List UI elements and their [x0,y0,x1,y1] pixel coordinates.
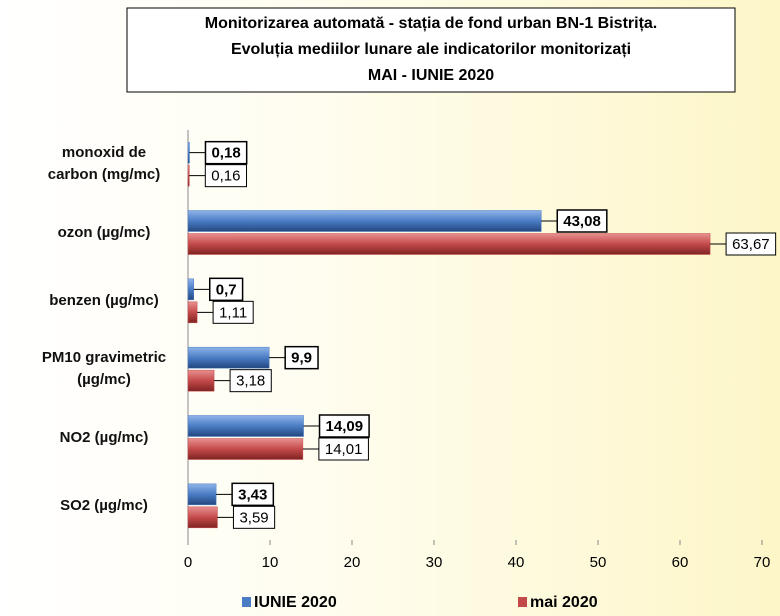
bar [187,233,711,255]
y-tick-label: ozon (µg/mc) [57,223,151,241]
bar [187,278,194,301]
x-tick-label: 60 [672,554,689,571]
value-label-box [212,300,254,324]
value-label: 0,7 [216,281,237,298]
bar [187,141,190,164]
value-label: 14,01 [325,441,363,458]
value-label-box [284,345,319,370]
y-tick-label: monoxid de carbon (mg/mc) [47,144,161,184]
legend-swatch [242,597,251,607]
bar [187,164,190,187]
x-tick-label: 10 [262,554,279,571]
bar [187,369,215,392]
value-label-box [208,277,244,302]
x-tick-label: 40 [508,554,525,571]
value-label-box [318,414,370,438]
bar [187,346,270,369]
bar [187,210,542,232]
value-label-box [725,232,777,256]
legend-swatch [518,597,527,607]
value-label: 9,9 [291,350,312,367]
x-tick-label: 70 [754,554,771,571]
value-label-box [204,140,248,165]
legend-label: IUNIE 2020 [254,594,337,611]
value-label: 0,18 [211,145,240,162]
value-label-box [318,437,369,461]
y-tick-label: PM10 gravimetric (µg/mc) [41,349,167,389]
value-label: 3,43 [238,486,267,503]
legend-label: mai 2020 [530,594,598,611]
value-label-box [229,369,272,393]
chart-title: MAI - IUNIE 2020 [368,67,494,84]
bar [187,483,217,506]
bar [187,301,198,324]
value-label: 3,18 [236,373,265,390]
value-label: 1,11 [219,304,247,321]
value-label-box [231,482,275,507]
value-label-box [232,505,276,529]
x-tick-label: 50 [590,554,607,571]
value-label: 3,59 [239,509,268,526]
x-tick-label: 0 [184,554,192,571]
value-label: 43,08 [563,213,601,230]
bar [187,415,304,437]
value-label: 63,67 [732,236,770,253]
chart-title: Evoluția mediilor lunare ale indicatoril… [231,41,631,58]
value-label: 0,16 [211,168,240,185]
x-tick-label: 20 [344,554,361,571]
value-label: 14,09 [326,418,364,435]
y-tick-label: SO2 (µg/mc) [60,496,148,514]
x-tick-label: 30 [426,554,443,571]
y-tick-label: NO2 (µg/mc) [59,428,149,446]
value-label-box [556,209,608,233]
bar [187,506,218,529]
y-tick-label: benzen (µg/mc) [49,291,159,309]
value-label-box [204,164,248,188]
title-box [126,7,736,93]
bar [187,438,304,460]
chart-title: Monitorizarea automată - stația de fond … [205,15,658,32]
